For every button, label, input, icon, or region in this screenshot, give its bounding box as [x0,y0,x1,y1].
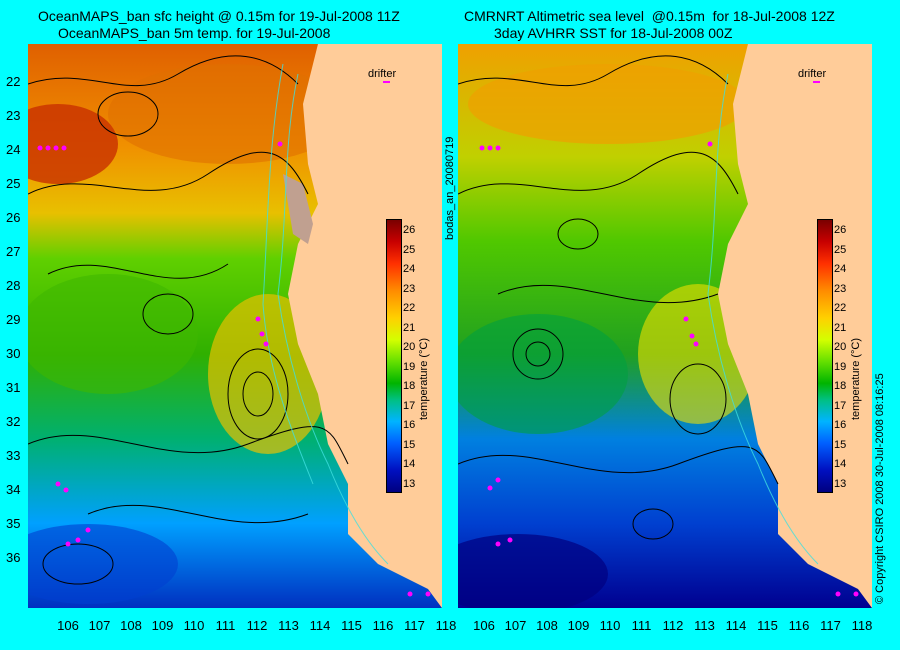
left-colorbar [386,219,402,493]
lon-label: 117 [820,618,841,633]
colorbar-tick: 16 [403,419,416,431]
lon-label: 107 [504,618,527,633]
lon-label: 116 [372,618,394,633]
colorbar-tick: 14 [403,458,416,470]
right-colorbar-label: temperature (°C) [850,337,862,420]
lat-label: 22 [6,74,21,89]
lon-label: 111 [215,618,236,633]
left-title-line1: OceanMAPS_ban sfc height @ 0.15m for 19-… [38,8,400,24]
colorbar-tick: 25 [834,243,847,256]
right-title-line2: 3day AVHRR SST for 18-Jul-2008 00Z [494,25,733,41]
lon-label: 110 [183,618,205,633]
lat-label: 23 [6,108,21,123]
colorbar-tick: 17 [834,399,847,412]
colorbar-tick: 23 [403,282,416,295]
lon-label: 115 [341,618,362,633]
land-mass [288,44,442,608]
colorbar-tick: 14 [834,458,847,470]
colorbar-tick: 13 [834,477,847,490]
colorbar-tick: 19 [403,360,416,373]
colorbar-tick: 21 [834,321,847,334]
left-colorbar-label: temperature (°C) [418,337,430,420]
lon-label: 114 [725,618,747,633]
lon-label: 116 [788,618,810,633]
lon-label: 114 [309,618,331,633]
copyright-label: © Copyright CSIRO 2008 30-Jul-2008 08:16… [874,373,886,604]
lon-label: 118 [851,618,873,633]
colorbar-tick: 20 [403,341,416,353]
lon-label: 110 [599,618,621,633]
colorbar-tick: 13 [403,477,416,490]
right-map-panel: drifter [458,44,872,608]
colorbar-tick: 22 [403,302,416,314]
colorbar-tick: 24 [403,263,416,275]
land-mass [718,44,872,608]
colorbar-tick: 17 [403,399,416,412]
colorbar-tick: 25 [403,243,416,256]
colorbar-tick: 22 [834,302,847,314]
colorbar-tick: 15 [834,438,847,451]
lat-label: 36 [6,550,21,565]
lat-label: 35 [6,516,21,531]
lon-label: 112 [662,618,684,633]
lat-label: 29 [6,312,21,327]
lon-label: 108 [120,618,142,633]
colorbar-tick: 18 [834,380,847,392]
right-colorbar [817,219,833,493]
lon-label: 107 [88,618,111,633]
lat-label: 24 [6,142,21,157]
colorbar-tick: 26 [834,224,847,236]
colorbar-tick: 21 [403,321,416,334]
lon-label: 112 [246,618,268,633]
right-drifter-label: drifter [798,68,827,80]
drifter-tracks [479,141,859,597]
left-title-line2: OceanMAPS_ban 5m temp. for 19-Jul-2008 [58,25,331,41]
lon-label: 115 [757,618,778,633]
lon-label: 111 [631,618,652,633]
lat-label: 27 [6,244,21,259]
lat-label: 26 [6,210,21,225]
lon-label: 117 [404,618,425,633]
left-map-svg [28,44,442,608]
right-map-svg [458,44,872,608]
left-map-panel: drifter [28,44,442,608]
right-title-line1: CMRNRT Altimetric sea level @0.15m for 1… [464,8,835,24]
lat-label: 28 [6,278,21,293]
left-drifter-label: drifter [368,68,397,80]
lat-label: 25 [6,176,21,191]
colorbar-tick: 24 [834,263,847,275]
colorbar-tick: 26 [403,224,416,236]
lon-label: 109 [567,618,590,633]
lat-label: 31 [6,380,21,395]
colorbar-tick: 18 [403,380,416,392]
colorbar-tick: 23 [834,282,847,295]
run-id-label: bodas_an_20080719 [444,136,456,240]
colorbar-tick: 16 [834,419,847,431]
colorbar-tick: 15 [403,438,416,451]
lat-label: 33 [6,448,21,463]
drifter-tracks [37,141,431,597]
lon-label: 106 [57,618,79,633]
lon-label: 118 [435,618,457,633]
lat-label: 34 [6,482,21,497]
lon-label: 108 [536,618,558,633]
lon-label: 106 [473,618,495,633]
lon-label: 109 [151,618,174,633]
lon-label: 113 [278,618,299,633]
lat-label: 30 [6,346,21,361]
colorbar-tick: 20 [834,341,847,353]
colorbar-tick: 19 [834,360,847,373]
lat-label: 32 [6,414,21,429]
lon-label: 113 [694,618,715,633]
